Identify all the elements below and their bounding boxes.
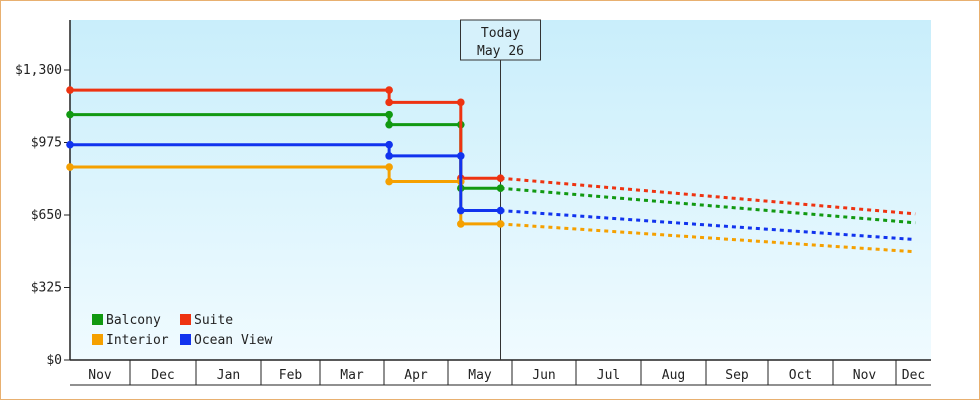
series-line xyxy=(70,113,501,190)
x-tick-label: Sep xyxy=(725,368,749,383)
x-tick-label: Dec xyxy=(902,368,925,383)
legend-label: Suite xyxy=(194,313,233,328)
series-interior xyxy=(66,163,916,254)
data-point xyxy=(496,206,505,215)
data-point xyxy=(457,220,465,228)
legend-label: Interior xyxy=(106,333,169,348)
x-axis: Nov Dec Jan Feb Mar Apr May Jun Jul Aug Sep Oct Nov D… xyxy=(70,359,931,386)
series-forecast-line xyxy=(500,176,916,216)
series-forecast-line xyxy=(500,222,916,254)
y-axis: $0 $325 $650 $975 $1,300 xyxy=(15,20,71,368)
series-line xyxy=(70,143,501,213)
legend-swatch xyxy=(92,334,103,345)
series-lines xyxy=(66,86,916,254)
data-point xyxy=(385,177,393,186)
y-tick-label: $1,300 xyxy=(15,63,62,78)
legend: Balcony Suite Interior Ocean View xyxy=(92,313,272,348)
x-tick-label: Apr xyxy=(404,368,428,383)
legend-label: Balcony xyxy=(106,313,161,328)
series-forecast-line xyxy=(500,186,916,225)
data-point xyxy=(385,98,393,107)
x-tick-label: Jun xyxy=(532,368,555,383)
data-point xyxy=(496,184,505,193)
x-tick-label: Nov xyxy=(88,368,112,383)
legend-swatch xyxy=(92,314,103,325)
data-point xyxy=(66,140,74,149)
series-suite xyxy=(66,86,916,216)
data-point xyxy=(385,152,393,160)
data-point xyxy=(385,110,393,119)
x-tick-label: May xyxy=(468,368,492,383)
data-point xyxy=(66,110,74,119)
x-tick-label: Feb xyxy=(279,368,303,383)
today-label-line1: Today xyxy=(481,26,520,41)
x-tick-label: Jan xyxy=(217,368,240,383)
legend-swatch xyxy=(180,314,191,325)
data-point xyxy=(66,163,74,171)
series-balcony xyxy=(66,110,916,225)
data-point xyxy=(496,220,505,228)
x-tick-label: Oct xyxy=(789,368,812,383)
data-point xyxy=(457,206,465,215)
data-point xyxy=(457,98,465,107)
today-label-box xyxy=(460,19,541,61)
y-tick-label: $650 xyxy=(31,208,62,223)
x-tick-label: Dec xyxy=(151,368,174,383)
y-tick-label: $0 xyxy=(46,353,62,368)
y-tick-label: $325 xyxy=(31,281,62,296)
x-tick-label: Aug xyxy=(662,368,685,383)
legend-swatch xyxy=(180,334,191,345)
series-forecast-line xyxy=(500,209,916,242)
y-tick-label: $975 xyxy=(31,136,62,151)
series-line xyxy=(70,88,501,180)
data-point xyxy=(385,163,393,171)
data-point xyxy=(385,140,393,149)
series-ocean-view xyxy=(66,140,916,242)
x-tick-label: Jul xyxy=(597,368,620,383)
x-tick-label: Mar xyxy=(340,368,364,383)
data-point xyxy=(385,86,393,94)
legend-label: Ocean View xyxy=(194,333,272,348)
data-point xyxy=(385,120,393,129)
data-point xyxy=(66,86,74,94)
today-label-line2: May 26 xyxy=(477,44,524,59)
data-point xyxy=(457,152,465,160)
x-tick-label: Nov xyxy=(853,368,877,383)
data-point xyxy=(496,174,505,182)
series-line xyxy=(70,165,501,226)
